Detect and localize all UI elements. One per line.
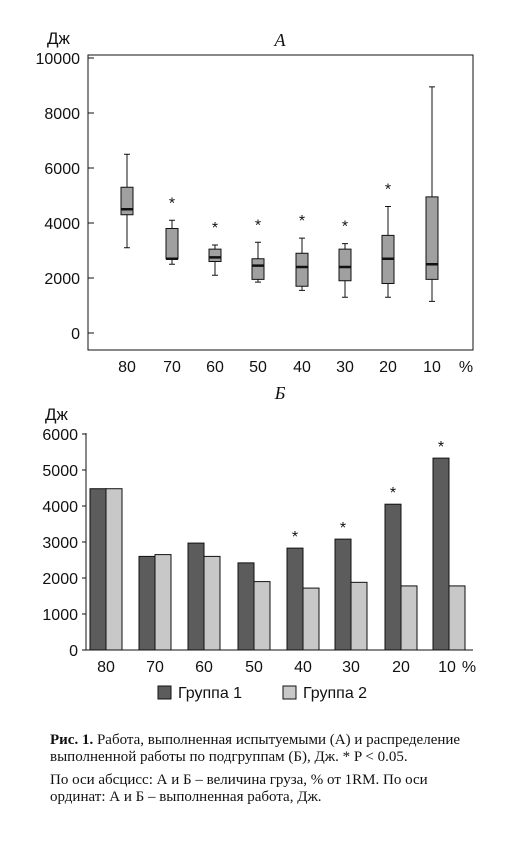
caption-fig-label: Рис. 1. [50,732,94,748]
chart-b-bar-group2 [350,581,368,651]
chart-b-xtick-label: 80 [97,659,115,676]
chart-b-ytick-label: 2000 [42,571,78,588]
caption-text: Работа, выполненная испытуемыми (А) и ра… [50,732,461,765]
chart-b-bar-group2 [400,585,418,651]
chart-b-sig-marker: * [438,439,444,456]
chart-b-bar-group2 [448,585,466,651]
chart-b-sig-marker: * [340,520,346,537]
chart-b-bar-group2 [105,488,123,651]
chart-a-box [425,196,439,280]
chart-a-sig-marker: * [299,213,305,230]
chart-a-ytick-label: 4000 [44,216,80,233]
chart-a-frame [87,54,474,351]
chart-b-bar-group2 [253,581,271,651]
chart-b-bar-group1 [432,457,450,651]
chart-a-sig-marker: * [342,219,348,236]
chart-b-sig-marker: * [292,529,298,546]
chart-b-legend-label: Группа 1 [178,685,242,702]
chart-a-ytick-label: 10000 [36,51,81,68]
chart-b-bar-group1 [187,542,205,651]
chart-a-title: А [274,30,287,50]
chart-a-sig-marker: * [385,182,391,199]
chart-b-bar-group2 [302,587,320,651]
chart-a-ytick-label: 6000 [44,161,80,178]
chart-a-xtick-label: 50 [249,359,267,376]
chart-b-bar-group1 [384,503,402,651]
figure-caption: Рис. 1. Работа, выполненная испытуемыми … [50,732,480,812]
chart-b-ytick-label: 1000 [42,607,78,624]
chart-b-bar-group2 [203,555,221,651]
chart-a-box [120,186,134,216]
chart-b-xtick-label: 50 [245,659,263,676]
chart-a-box [251,258,265,280]
chart-b-bar-group1 [237,562,255,651]
chart-a: А Дж 0 2000 4000 6000 8000 10000 80 70 60 50 40 30 20 1… [36,29,474,376]
chart-b-bar-group1 [138,555,156,651]
chart-a-box [208,248,222,262]
chart-b-sig-marker: * [390,485,396,502]
chart-b-bar-group1 [334,538,352,651]
chart-a-box [338,248,352,282]
chart-b-xtick-label: 30 [342,659,360,676]
chart-b-ytick-label: 4000 [42,499,78,516]
chart-a-xtick-label: 20 [379,359,397,376]
chart-b-xtick-label: 40 [294,659,312,676]
chart-a-ytick-label: 2000 [44,271,80,288]
chart-b-xtick-label: 10 [438,659,456,676]
chart-b-ytick-label: 0 [69,643,78,660]
chart-a-ylabel: Дж [47,29,71,48]
chart-b-bar-group1 [286,547,304,651]
chart-a-xtick-label: 30 [336,359,354,376]
chart-b-xunit: % [462,659,476,676]
chart-a-box [165,228,179,260]
chart-b-legend-label: Группа 2 [303,685,367,702]
chart-a-sig-marker: * [255,217,261,234]
chart-a-box [295,252,309,287]
chart-b: Б Дж 0 1000 2000 3000 4000 5000 6000 80 70 60 50 40 30… [42,383,476,702]
chart-a-xtick-label: 70 [163,359,181,376]
caption-main: Рис. 1. Работа, выполненная испытуемыми … [50,732,480,766]
chart-a-xtick-label: 40 [293,359,311,376]
chart-a-xunit: % [459,359,473,376]
chart-b-ytick-label: 3000 [42,535,78,552]
chart-b-legend-swatch [157,685,172,700]
chart-b-xtick-label: 70 [146,659,164,676]
chart-a-xtick-label: 60 [206,359,224,376]
chart-a-ytick-label: 8000 [44,106,80,123]
caption-axis-note: По оси абсцисс: А и Б – величина груза, … [50,772,428,805]
chart-b-ytick-label: 6000 [42,427,78,444]
chart-a-sig-marker: * [212,220,218,237]
chart-b-title: Б [274,383,286,403]
chart-b-xtick-label: 60 [195,659,213,676]
chart-b-legend-swatch [282,685,297,700]
chart-b-bar-group1 [89,488,107,651]
chart-a-sig-marker: * [169,195,175,212]
chart-b-bar-group2 [154,554,172,651]
chart-b-xtick-label: 20 [392,659,410,676]
chart-a-ytick-label: 0 [71,326,80,343]
chart-b-ylabel: Дж [45,405,69,424]
chart-b-ytick-label: 5000 [42,463,78,480]
chart-a-xtick-label: 10 [423,359,441,376]
chart-a-xtick-label: 80 [118,359,136,376]
